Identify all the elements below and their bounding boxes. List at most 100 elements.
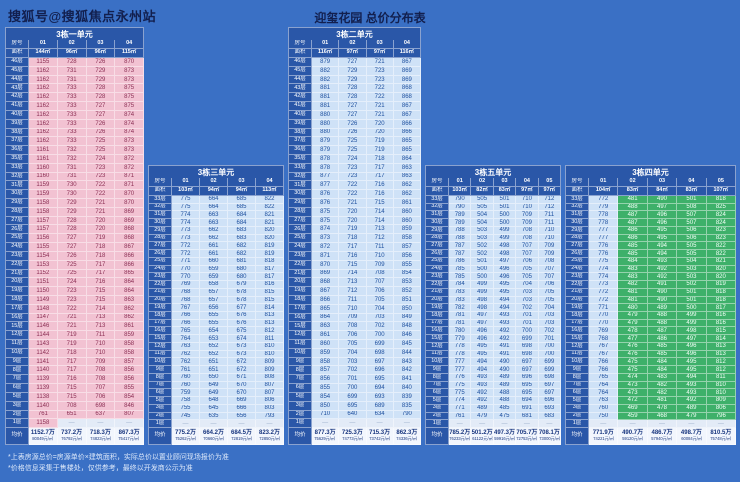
table-row: 17层 1148 722 714 862 [5,304,144,314]
floor-label: 18层 [148,312,172,320]
price-cell: 709 [339,313,367,323]
floor-label: 9层 [148,366,172,374]
price-cell: 796 [706,412,737,421]
table-row: 18层 781 497 493 701 703 [425,312,562,320]
price-cell: 821 [256,211,284,220]
price-cell: 870 [115,190,144,199]
price-cell: 728 [86,84,116,94]
table-row: 10层 859 704 698 844 [288,348,421,358]
price-cell: 760 [589,404,619,413]
price-cell: 488 [493,397,517,405]
price-cell: 496 [677,342,707,351]
table-row: 5层 758 648 669 806 [148,397,284,405]
price-cell: 503 [471,234,494,243]
price-cell: 772 [589,288,619,297]
price-cell: 488 [493,389,517,398]
floor-label: 25层 [425,257,449,266]
price-cell: 820 [256,234,284,243]
price-cell: 716 [366,181,394,191]
price-cell: 489 [471,404,494,413]
avg-cell: 498.7万 60084元/㎡ [677,428,707,445]
floor-label: 19层 [148,304,172,313]
price-cell: 497 [647,203,678,212]
price-cell: 1161 [29,154,58,164]
price-cell: 848 [393,322,421,332]
price-cell: 683 [538,412,562,421]
price-cell: 820 [706,273,737,282]
price-cell: 879 [312,146,340,155]
page-title: 迎玺花园 总价分布表 [314,11,426,25]
floor-label: 33层 [565,196,589,204]
table-row: 11层 767 476 485 496 813 [565,350,737,359]
price-cell: 698 [86,401,116,411]
floor-label: 6层 [565,389,589,398]
table-row: 27层 1157 728 720 869 [5,216,144,226]
table-row: 25层 775 484 493 504 821 [565,257,737,266]
price-cell: 873 [115,75,144,85]
price-cell: 870 [115,199,144,208]
avg-cell: 718.3万 74823元/㎡ [86,428,116,445]
price-cell: 710 [86,340,116,349]
price-cell: 725 [339,137,367,147]
price-cell: 823 [706,226,737,235]
price-cell: 856 [115,366,144,376]
floor-label: 8层 [148,373,172,382]
price-cell: 761 [449,412,472,421]
table-row: 3层 755 645 666 803 [148,404,284,413]
area-value: 97㎡ [538,187,562,196]
avg-unit-price: 72850元/㎡ [259,436,280,442]
floor-label: 26层 [425,250,449,258]
price-cell: 706 [366,287,394,296]
price-cell: 677 [228,304,256,313]
table-row: 6层 764 473 482 493 810 [565,389,737,398]
price-cell: 672 [228,366,256,374]
price-cell: 1162 [29,110,58,120]
price-cell: 481 [618,288,648,297]
floor-label: 5层 [565,397,589,405]
price-cell: 813 [256,312,284,320]
price-cell: 694 [366,384,394,393]
price-cell: 867 [393,110,421,120]
table-row: 24层 774 483 492 503 820 [565,265,737,274]
table-row: 30层 778 487 496 507 824 [565,219,737,227]
price-cell: 492 [471,389,494,398]
floor-label: 3层 [148,404,172,413]
column-header: 02 [471,178,494,187]
floor-label: 16层 [148,327,172,336]
price-cell: 776 [589,242,619,251]
price-cell: 696 [366,366,394,376]
price-cell: 708 [86,366,116,376]
price-cell: 1157 [29,225,58,235]
price-cell: 1162 [29,93,58,103]
price-cell: 726 [339,119,367,129]
table-row: 32层 1160 731 723 871 [5,172,144,182]
floor-label: 10层 [5,348,29,358]
table-row: 18层 770 479 488 499 816 [565,312,737,320]
price-cell: 771 [172,257,200,266]
price-cell: 482 [647,389,678,398]
price-cell: 498 [471,304,494,313]
price-cell: 813 [256,319,284,328]
floor-label: 30层 [425,219,449,227]
table-row: 12层 767 476 485 496 813 [565,342,737,351]
price-cell: 809 [256,358,284,367]
avg-unit-price: 72753元/㎡ [516,436,538,442]
price-cell: 657 [200,288,228,297]
price-cell: 472 [618,397,648,405]
price-cell: 1147 [29,313,58,323]
price-cell: 720 [366,119,394,129]
avg-unit-price: 59916元/㎡ [494,436,515,442]
price-cell: 1143 [29,340,58,349]
price-cell: 488 [647,312,678,320]
price-cell: 820 [256,226,284,235]
column-header: 05 [706,178,737,187]
price-cell: 771 [449,404,472,413]
price-cell: 492 [647,273,678,282]
avg-total: 497.3万 [494,430,516,436]
price-cell: 721 [339,199,367,208]
price-cell: 772 [172,250,200,258]
table-row: 21层 772 481 490 501 818 [565,288,737,297]
floor-label: 9层 [288,357,312,367]
price-cell: 871 [115,172,144,182]
floor-label: 23层 [5,251,29,261]
